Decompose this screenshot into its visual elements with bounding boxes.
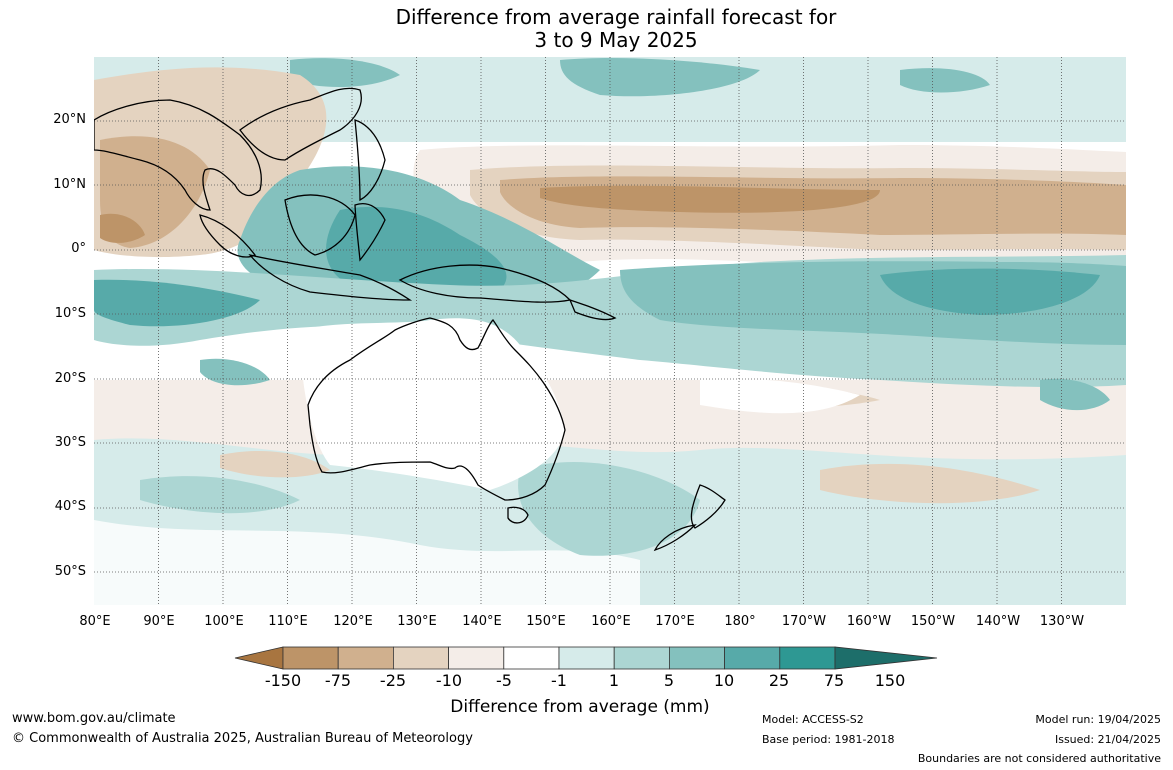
new-zealand-north-coastline <box>690 484 726 529</box>
map-gridlines <box>94 57 1126 605</box>
lon-label-160w: 160°W <box>846 614 892 629</box>
colorbar-swatch <box>282 646 339 670</box>
lat-label-20n: 20°N <box>53 112 86 127</box>
colorbar-tick-8: 10 <box>713 671 735 690</box>
colorbar-swatch <box>724 646 781 670</box>
tasmania-coastline <box>507 506 529 524</box>
colorbar-swatch <box>558 646 615 670</box>
lat-label-20s: 20°S <box>54 371 86 386</box>
colorbar-swatch <box>613 646 670 670</box>
lat-label-10n: 10°N <box>53 177 86 192</box>
colorbar-swatch <box>392 646 449 670</box>
colorbar-swatch <box>337 646 394 670</box>
lon-label-180: 180° <box>724 614 756 629</box>
lon-label-160e: 160°E <box>591 614 631 629</box>
map-title-line2: 3 to 9 May 2025 <box>534 28 698 52</box>
colorbar-tick-2: -25 <box>379 671 407 690</box>
colorbar-tick-3: -10 <box>435 671 463 690</box>
colorbar-arrow-low <box>234 646 284 670</box>
colorbar-swatch <box>779 646 836 670</box>
lon-label-140e: 140°E <box>462 614 502 629</box>
lat-label-40s: 40°S <box>54 499 86 514</box>
colorbar-swatch <box>448 646 505 670</box>
colorbar-tick-9: 25 <box>768 671 790 690</box>
asia-mainland-coastline <box>94 99 262 211</box>
solomon-coastline <box>568 298 617 321</box>
issued-text: Issued: 21/04/2025 <box>1054 733 1161 746</box>
colorbar-swatch <box>669 646 726 670</box>
lon-label-140w: 140°W <box>975 614 1021 629</box>
copyright-text: © Commonwealth of Australia 2025, Austra… <box>12 731 473 746</box>
lon-label-130e: 130°E <box>397 614 437 629</box>
china-coastline <box>239 87 362 161</box>
lon-label-170e: 170°E <box>655 614 695 629</box>
lon-label-100e: 100°E <box>204 614 244 629</box>
colorbar-tick-1: -75 <box>324 671 352 690</box>
model-run-text: Model run: 19/04/2025 <box>1035 713 1161 726</box>
lon-label-130w: 130°W <box>1039 614 1085 629</box>
sumatra-coastline <box>199 214 256 258</box>
coastlines <box>94 87 726 552</box>
lat-label-30s: 30°S <box>54 435 86 450</box>
colorbar-tick-6: 1 <box>608 671 620 690</box>
colorbar-tick-10: 75 <box>823 671 845 690</box>
lon-label-90e: 90°E <box>143 614 175 629</box>
java-coastline <box>248 253 413 301</box>
lon-label-80e: 80°E <box>79 614 111 629</box>
colorbar-title: Difference from average (mm) <box>450 697 710 717</box>
disclaimer-text: Boundaries are not considered authoritat… <box>917 752 1161 765</box>
lon-label-110e: 110°E <box>268 614 308 629</box>
philippines-coastline <box>354 119 386 202</box>
model-text: Model: ACCESS-S2 <box>762 713 864 726</box>
colorbar-tick-5: -1 <box>551 671 567 690</box>
colorbar-swatch <box>503 646 560 670</box>
base-period-text: Base period: 1981-2018 <box>762 733 895 746</box>
lon-label-150w: 150°W <box>910 614 956 629</box>
lat-label-50s: 50°S <box>54 564 86 579</box>
colorbar-tick-11: 150 <box>874 671 906 690</box>
borneo-coastline <box>284 194 356 256</box>
website-text: www.bom.gov.au/climate <box>12 711 176 726</box>
colorbar-arrow-high <box>834 646 938 670</box>
lon-label-120e: 120°E <box>333 614 373 629</box>
colorbar-tick-0: -150 <box>264 671 302 690</box>
colorbar-tick-4: -5 <box>496 671 512 690</box>
lat-label-0: 0° <box>71 241 86 256</box>
lat-label-10s: 10°S <box>54 306 86 321</box>
sulawesi-coastline <box>354 203 386 262</box>
colorbar-tick-7: 5 <box>663 671 675 690</box>
new-zealand-south-coastline <box>653 524 697 552</box>
australia-coastline <box>307 317 566 501</box>
lon-label-170w: 170°W <box>781 614 827 629</box>
lon-label-150e: 150°E <box>526 614 566 629</box>
map-title-line1: Difference from average rainfall forecas… <box>395 5 837 29</box>
